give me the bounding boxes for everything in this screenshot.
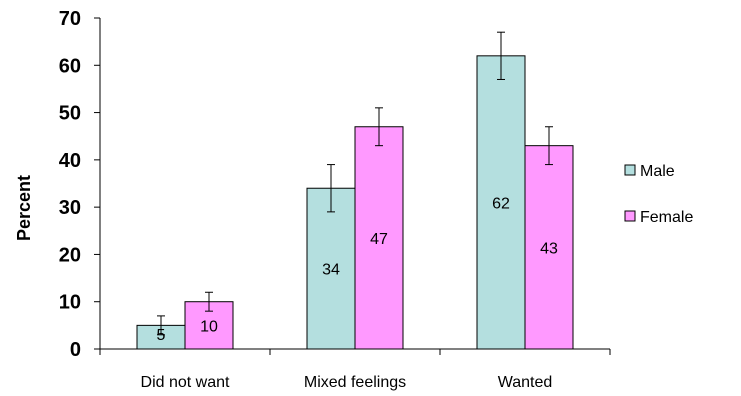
data-label: 62: [492, 195, 510, 212]
y-tick-label: 30: [59, 197, 81, 219]
bars-group: 5 10 34 47 62 43: [136, 31, 574, 350]
y-tick-label: 20: [59, 244, 81, 266]
y-tick-label: 40: [59, 150, 81, 172]
x-tick-label: Wanted: [498, 374, 553, 391]
data-label: 5: [157, 327, 166, 344]
y-tick-label: 70: [59, 8, 81, 30]
bar-male-2: [476, 55, 526, 350]
legend-label-male: Male: [640, 163, 675, 180]
bar-male-1: [306, 187, 356, 350]
y-axis-label: Percent: [14, 175, 34, 241]
data-label: 43: [540, 240, 558, 257]
legend-swatch-male: [624, 164, 636, 176]
data-label: 10: [200, 318, 218, 335]
x-tick-label: Mixed feelings: [304, 374, 406, 391]
legend-swatch-female: [624, 210, 636, 222]
x-tick-label: Did not want: [141, 374, 230, 391]
y-tick-label: 0: [70, 339, 81, 361]
data-label: 34: [322, 262, 340, 279]
y-tick-label: 60: [59, 55, 81, 77]
legend: Male Female: [624, 163, 693, 226]
bar-female-1: [354, 126, 404, 350]
y-tick-label: 10: [59, 292, 81, 314]
legend-label-female: Female: [640, 209, 693, 226]
data-label: 47: [370, 231, 388, 248]
y-tick-label: 50: [59, 103, 81, 125]
